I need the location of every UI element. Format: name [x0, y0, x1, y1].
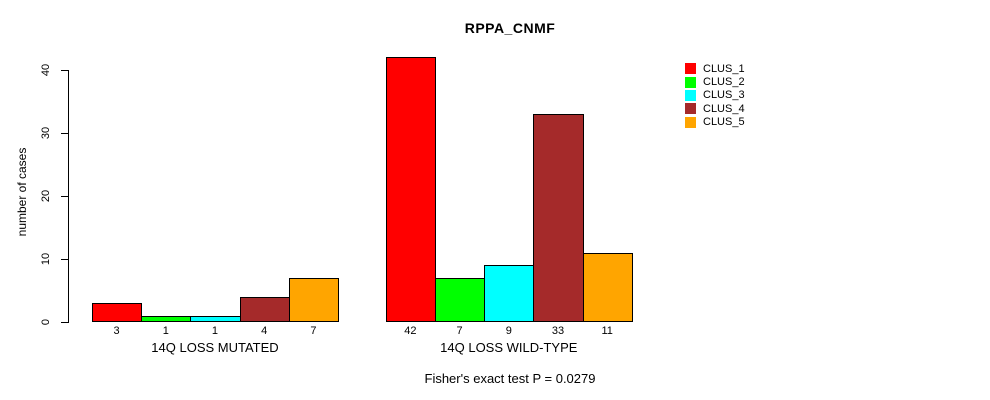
y-axis-tick — [61, 133, 69, 134]
bar-clus_2 — [141, 315, 192, 322]
legend-item-label: CLUS_2 — [703, 76, 745, 89]
bar-clus_5 — [288, 277, 339, 322]
bar-value-label: 11 — [601, 325, 613, 337]
legend-item: CLUS_1 — [685, 62, 745, 75]
legend-color-swatch-icon — [685, 116, 696, 128]
legend-item: CLUS_4 — [685, 102, 745, 115]
bar-clus_4 — [239, 296, 290, 322]
y-axis-tick — [61, 259, 69, 260]
fisher-test-annotation: Fisher's exact test P = 0.0279 — [424, 371, 596, 386]
chart-title: RPPA_CNMF — [464, 20, 556, 36]
bar-clus_1 — [385, 57, 436, 322]
bar-value-label: 1 — [162, 325, 169, 337]
legend-color-swatch-icon — [685, 76, 696, 88]
legend-item: CLUS_3 — [685, 89, 745, 102]
legend: CLUS_1 CLUS_2 CLUS_3 CLUS_4 CLUS_5 — [685, 62, 745, 129]
y-axis-tick — [61, 322, 69, 323]
y-axis-tick — [61, 70, 69, 71]
legend-color-swatch-icon — [685, 89, 696, 101]
x-axis-group-label: 14Q LOSS WILD-TYPE — [440, 340, 578, 355]
bar-clus_5 — [582, 252, 633, 322]
y-axis-label: number of cases — [15, 147, 29, 237]
legend-item-label: CLUS_1 — [703, 62, 745, 75]
bar-clus_1 — [92, 303, 143, 322]
bar-value-label: 4 — [261, 325, 268, 337]
y-axis-tick-label: 40 — [40, 63, 52, 77]
bar-value-label: 9 — [505, 325, 512, 337]
bar-value-label: 1 — [211, 325, 219, 337]
y-axis-tick — [61, 196, 69, 197]
bar-clus_4 — [533, 114, 584, 322]
bar-value-label: 42 — [404, 325, 417, 337]
legend-item-label: CLUS_5 — [703, 116, 745, 129]
legend-item-label: CLUS_3 — [703, 89, 745, 102]
legend-color-swatch-icon — [685, 103, 696, 115]
y-axis-tick-label: 30 — [40, 126, 52, 140]
y-axis-tick-label: 20 — [40, 189, 52, 203]
x-axis-group-label: 14Q LOSS MUTATED — [151, 340, 279, 355]
legend-item: CLUS_5 — [685, 116, 745, 129]
y-axis-tick-label: 10 — [40, 252, 52, 266]
bar-value-label: 7 — [456, 325, 463, 337]
bar-clus_3 — [190, 315, 241, 322]
legend-item: CLUS_2 — [685, 75, 745, 88]
bar-clus_3 — [484, 265, 535, 322]
bar-value-label: 7 — [310, 325, 317, 337]
bar-value-label: 33 — [551, 325, 565, 337]
y-axis-tick-label: 0 — [40, 318, 52, 326]
bar-clus_2 — [435, 277, 486, 322]
legend-color-swatch-icon — [685, 63, 696, 75]
legend-item-label: CLUS_4 — [703, 102, 745, 115]
bar-value-label: 3 — [113, 325, 120, 337]
